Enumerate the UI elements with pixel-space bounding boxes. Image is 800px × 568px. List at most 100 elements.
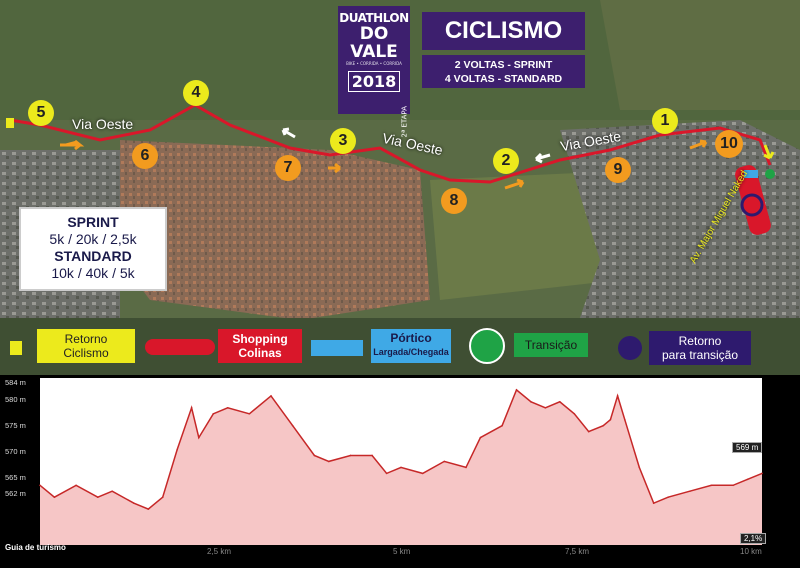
marker-6: 6 xyxy=(132,143,158,169)
elevation-point xyxy=(746,478,749,481)
elevation-point xyxy=(689,490,691,493)
elevation-point xyxy=(559,401,561,403)
elevation-point xyxy=(190,407,193,409)
route-overlay xyxy=(6,103,775,235)
legend-portico-title: Pórtico xyxy=(390,331,432,345)
elevation-point xyxy=(147,508,150,510)
logo-year: 2018 xyxy=(347,71,401,92)
marker-2: 2 xyxy=(493,148,519,174)
logo-tagline: BIKE • CORRIDA • CORRIDA xyxy=(346,61,402,66)
elevation-point xyxy=(39,484,41,487)
elevation-point xyxy=(573,412,576,415)
page-title: CICLISMO xyxy=(422,12,585,50)
distances-box: SPRINT 5k / 20k / 2,5k STANDARD 10k / 40… xyxy=(19,207,167,291)
transicao-map xyxy=(765,169,775,179)
elevation-point xyxy=(602,424,604,427)
elevation-point xyxy=(176,448,178,451)
sprint-distances: 5k / 20k / 2,5k xyxy=(49,231,137,247)
legend-portico-sub: Largada/Chegada xyxy=(373,347,449,357)
elevation-point xyxy=(133,502,135,504)
laps-sprint: 2 VOLTAS - SPRINT xyxy=(454,59,553,71)
elevation-point xyxy=(667,496,669,498)
y-tick-562: 562 m xyxy=(5,489,26,498)
shopping-colinas-shape xyxy=(735,165,771,235)
x-tick-7-5: 7,5 km xyxy=(565,547,590,556)
elevation-point xyxy=(161,496,164,498)
elevation-point xyxy=(328,460,330,463)
elevation-point xyxy=(270,395,272,397)
legend-portico: Pórtico Largada/Chegada xyxy=(371,329,451,363)
legend-shopping-swatch xyxy=(145,339,215,355)
elevation-point xyxy=(501,424,503,427)
y-tick-575: 575 m xyxy=(5,421,26,430)
marker-10: 10 xyxy=(715,130,743,158)
elevation-point xyxy=(291,424,294,427)
marker-8: 8 xyxy=(441,188,467,214)
legend-transicao-swatch xyxy=(469,328,505,364)
elevation-point xyxy=(226,407,229,409)
legend-shopping: Shopping Colinas xyxy=(218,329,302,363)
elevation-chart xyxy=(39,378,763,545)
logo-line1: DUATHLON xyxy=(339,11,409,25)
elevation-point xyxy=(465,466,467,469)
elevation-point xyxy=(248,412,251,415)
elevation-point xyxy=(530,401,532,403)
elevation-point xyxy=(624,418,626,421)
marker-1: 1 xyxy=(652,108,678,134)
x-tick-10: 10 km xyxy=(740,547,762,556)
standard-distances: 10k / 40k / 5k xyxy=(51,265,135,281)
logo-line2: DO VALE xyxy=(350,24,398,62)
elevation-point xyxy=(638,466,641,469)
profile-footer: Guia de turismo xyxy=(5,543,66,552)
legend-portico-swatch xyxy=(311,340,363,356)
elevation-point xyxy=(609,418,612,421)
route-map: DUATHLON DO VALE BIKE • CORRIDA • CORRID… xyxy=(0,0,800,375)
current-grade: 2,1% xyxy=(740,533,767,544)
event-logo: DUATHLON DO VALE BIKE • CORRIDA • CORRID… xyxy=(338,6,410,137)
elevation-point xyxy=(371,454,373,457)
y-tick-565: 565 m xyxy=(5,473,26,482)
y-tick-580: 580 m xyxy=(5,395,26,404)
elevation-point xyxy=(652,502,655,504)
elevation-point xyxy=(515,389,518,391)
marker-7: 7 xyxy=(275,155,301,181)
x-tick-5: 5 km xyxy=(393,547,411,556)
legend-retorno-ciclismo-swatch xyxy=(10,341,22,355)
elevation-point xyxy=(111,490,113,493)
y-tick-570: 570 m xyxy=(5,447,26,456)
legend-retorno-transicao-swatch xyxy=(618,336,642,360)
elevation-point xyxy=(313,454,316,457)
elevation-profile: 584 m 580 m 575 m 570 m 565 m 562 m 2,5 … xyxy=(0,375,800,563)
retorno-transicao-map xyxy=(740,193,764,217)
elevation-point xyxy=(587,430,590,433)
elevation-point xyxy=(479,436,482,439)
cycling-route xyxy=(9,103,772,184)
elevation-point xyxy=(732,484,734,487)
laps-standard: 4 VOLTAS - STANDARD xyxy=(444,73,563,85)
x-tick-2-5: 2,5 km xyxy=(207,547,232,556)
elevation-point xyxy=(710,484,713,487)
elevation-point xyxy=(198,436,200,439)
elevation-point xyxy=(616,395,619,397)
road-label-via-oeste-1: Via Oeste xyxy=(72,116,134,132)
legend-transicao: Transição xyxy=(514,333,588,357)
portico-map xyxy=(744,170,758,178)
elevation-point xyxy=(385,472,388,475)
elevation-point xyxy=(400,466,402,469)
marker-4: 4 xyxy=(183,80,209,106)
y-tick-584: 584 m xyxy=(5,378,26,387)
elevation-point xyxy=(443,460,446,463)
laps-box: 2 VOLTAS - SPRINT 4 VOLTAS - STANDARD xyxy=(422,55,585,88)
current-elevation: 569 m xyxy=(732,442,763,453)
legend-retorno-ciclismo: Retorno Ciclismo xyxy=(37,329,135,363)
marker-3: 3 xyxy=(330,128,356,154)
elevation-point xyxy=(75,484,77,487)
elevation-point xyxy=(349,454,352,457)
marker-9: 9 xyxy=(605,157,631,183)
sprint-label: SPRINT xyxy=(67,214,119,230)
marker-5: 5 xyxy=(28,100,54,126)
elevation-point xyxy=(53,496,56,498)
elevation-point xyxy=(421,472,424,475)
elevation-point xyxy=(212,412,215,415)
direction-arrows xyxy=(60,127,775,190)
